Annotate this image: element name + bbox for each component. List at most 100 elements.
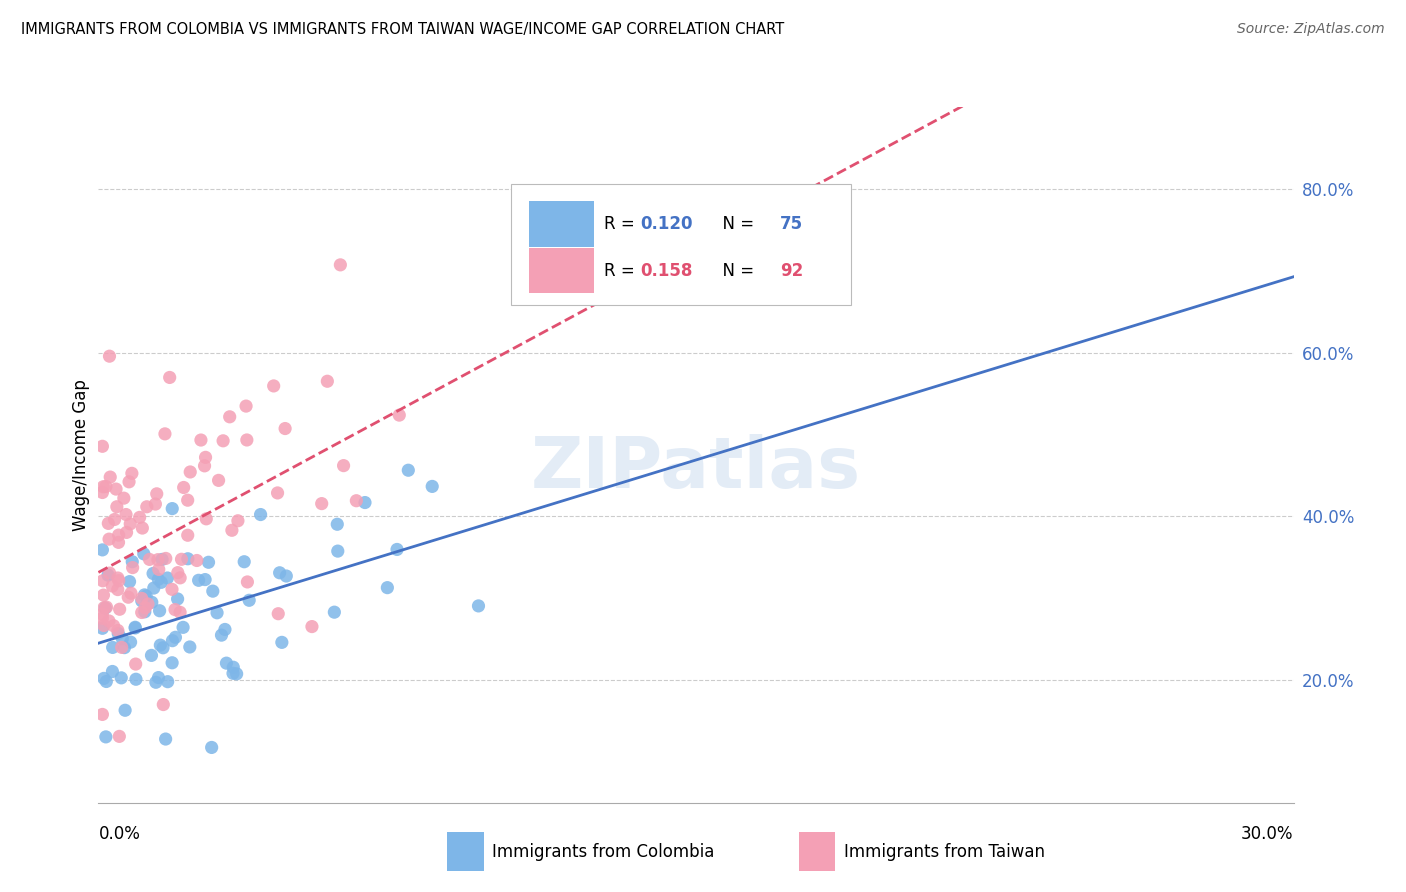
Point — [91, 485, 114, 500]
Point — [91, 707, 114, 722]
Point — [91, 542, 114, 557]
Point — [149, 638, 172, 652]
Point — [136, 597, 159, 611]
Point — [97, 568, 120, 582]
Point — [169, 605, 191, 619]
Text: Immigrants from Colombia: Immigrants from Colombia — [492, 843, 714, 861]
Point — [94, 479, 117, 493]
Point — [101, 579, 124, 593]
Point — [91, 574, 114, 588]
Text: Source: ZipAtlas.com: Source: ZipAtlas.com — [1237, 22, 1385, 37]
Point — [194, 573, 217, 587]
Point — [270, 635, 292, 649]
Point — [165, 630, 187, 644]
Point — [120, 516, 142, 531]
Point — [93, 588, 115, 602]
Point — [173, 481, 195, 495]
Point — [156, 571, 179, 585]
Point — [93, 600, 115, 615]
Point — [177, 551, 200, 566]
Point — [236, 433, 259, 447]
Point — [207, 474, 229, 488]
Text: Immigrants from Taiwan: Immigrants from Taiwan — [844, 843, 1045, 861]
Point — [211, 628, 233, 642]
Point — [146, 552, 169, 566]
Point — [121, 467, 143, 481]
FancyBboxPatch shape — [529, 202, 595, 246]
Point — [114, 640, 136, 655]
Point — [115, 508, 138, 522]
Text: 0.120: 0.120 — [640, 215, 692, 233]
Point — [190, 433, 212, 447]
Point — [385, 542, 408, 557]
Point — [301, 619, 323, 633]
Point — [141, 648, 163, 663]
Point — [166, 591, 188, 606]
Point — [354, 495, 377, 509]
Point — [101, 640, 124, 655]
Text: 0.158: 0.158 — [640, 261, 692, 279]
Point — [238, 593, 260, 607]
Point — [212, 434, 235, 448]
Point — [235, 399, 257, 413]
Point — [111, 632, 134, 646]
Point — [105, 482, 128, 496]
Point — [153, 426, 176, 441]
Point — [205, 606, 228, 620]
Point — [98, 532, 121, 546]
Point — [148, 562, 170, 576]
Point — [163, 602, 186, 616]
Point — [107, 624, 129, 638]
Point — [156, 674, 179, 689]
Text: 92: 92 — [779, 261, 803, 279]
Point — [121, 560, 143, 574]
Point — [222, 660, 245, 674]
Point — [170, 552, 193, 566]
Point — [215, 656, 238, 670]
Point — [142, 566, 165, 581]
Point — [91, 611, 114, 625]
Point — [107, 582, 129, 597]
Point — [142, 581, 165, 595]
Point — [93, 618, 115, 632]
Text: 75: 75 — [779, 215, 803, 233]
Point — [179, 465, 201, 479]
Point — [150, 552, 173, 566]
Point — [134, 600, 156, 615]
Point — [266, 486, 288, 500]
Point — [155, 732, 177, 747]
Point — [115, 525, 138, 540]
Point — [107, 571, 129, 585]
Point — [91, 439, 114, 453]
Point — [467, 599, 489, 613]
Point — [131, 591, 153, 606]
Point — [169, 571, 191, 585]
Point — [195, 512, 218, 526]
Point — [120, 635, 142, 649]
Point — [97, 614, 120, 628]
FancyBboxPatch shape — [510, 184, 852, 305]
Point — [201, 584, 224, 599]
Point — [249, 508, 271, 522]
Point — [107, 626, 129, 640]
Point — [145, 487, 167, 501]
Point — [134, 588, 156, 602]
Point — [420, 479, 443, 493]
Point — [218, 409, 240, 424]
Point — [93, 672, 115, 686]
Point — [125, 657, 148, 671]
FancyBboxPatch shape — [529, 248, 595, 293]
Point — [107, 535, 129, 549]
Point — [98, 349, 121, 363]
Point — [187, 574, 209, 588]
Point — [91, 480, 114, 494]
Point — [269, 566, 291, 580]
Point — [160, 582, 183, 597]
Point — [179, 640, 201, 654]
Text: IMMIGRANTS FROM COLOMBIA VS IMMIGRANTS FROM TAIWAN WAGE/INCOME GAP CORRELATION C: IMMIGRANTS FROM COLOMBIA VS IMMIGRANTS F… — [21, 22, 785, 37]
Point — [166, 566, 188, 580]
Point — [145, 675, 167, 690]
Point — [101, 665, 124, 679]
Point — [91, 607, 114, 622]
Point — [98, 566, 121, 580]
